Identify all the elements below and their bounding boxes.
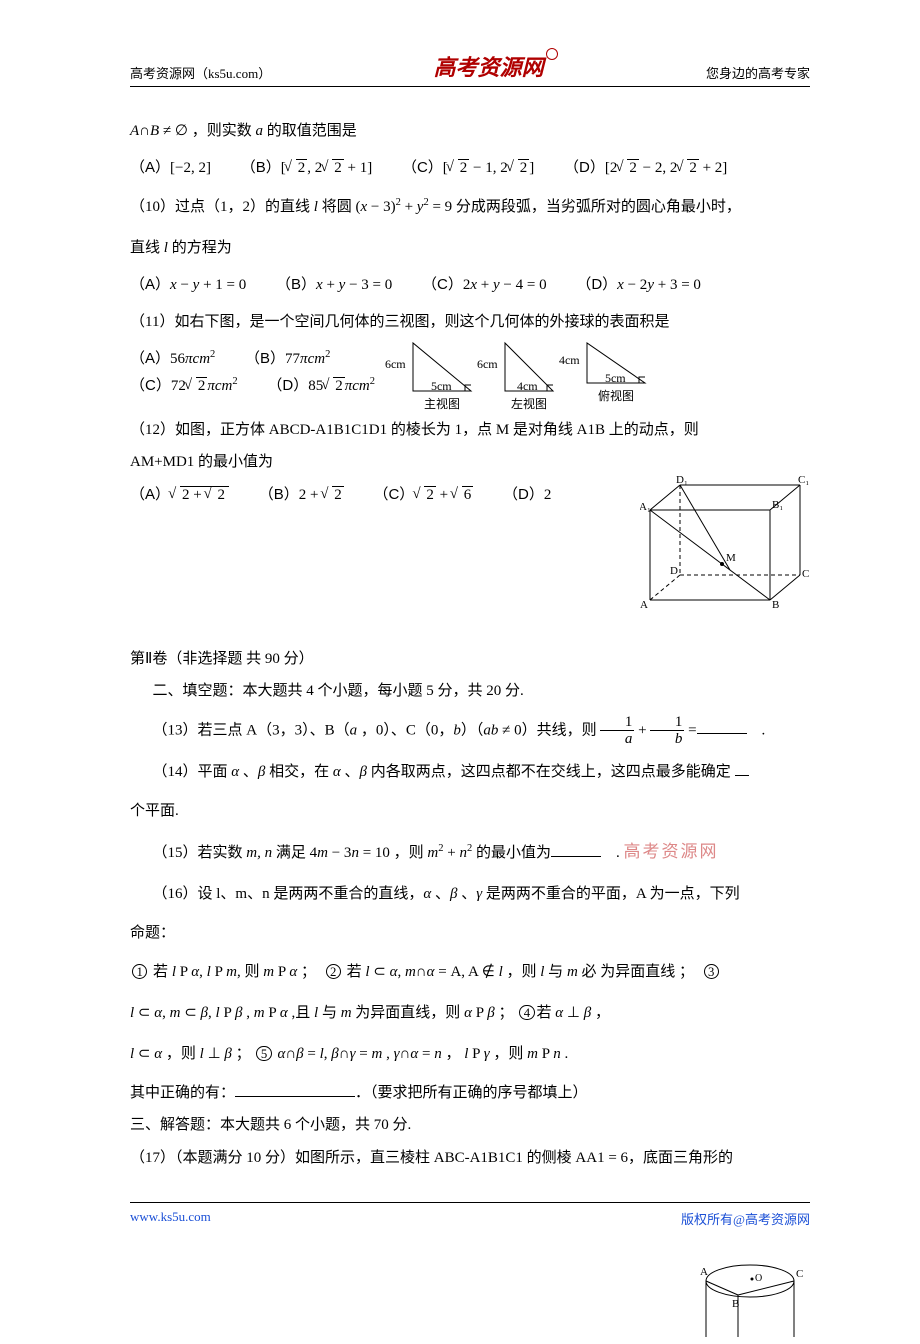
watermark: 高考资源网 [624,842,719,861]
q16-end: 其中正确的有：．（要求把所有正确的序号都填上） [130,1079,810,1108]
q10-C: （C）2x + y − 4 = 0 [422,273,547,294]
q12-stem-1: （12）如图，正方体 ABCD-A1B1C1D1 的棱长为 1，点 M 是对角线… [130,416,810,445]
q14: （14）平面 α 、β 相交，在 α 、β 内各取两点，这四点都不在交线上，这四… [130,756,810,789]
q15-blank[interactable] [551,842,601,857]
top-view-height: 4cm [559,353,580,368]
q17-stem: （17）（本题满分 10 分）如图所示，直三棱柱 ABC-A1B1C1 的侧棱 … [130,1144,810,1173]
q10-A: （A）x − y + 1 = 0 [130,273,246,294]
top-view-width: 5cm [605,371,626,386]
left-view-caption: 左视图 [503,395,555,412]
q13-blank[interactable] [697,719,747,734]
header-right: 您身边的高考专家 [706,63,810,82]
choice-B: （B）[2, 22 + 1] [241,156,372,177]
svg-text:B₁: B₁ [772,499,783,511]
left-view-height: 6cm [477,357,498,372]
svg-text:A₁: A₁ [640,501,651,513]
top-view: 4cm 5cm 俯视图 [585,341,647,412]
q11-C: （C）722πcm2 [130,374,238,395]
q16-props-2: l ⊂ α, m ⊂ β, l P β , m P α ,且 l 与 m 为异面… [130,997,810,1030]
svg-text:B: B [732,1298,739,1310]
q14-blank[interactable] [735,761,749,776]
q16-stem: （16）设 l、m、n 是两两不重合的直线，α 、β 、γ 是两两不重合的平面，… [130,878,810,911]
main-view-height: 6cm [385,357,406,372]
main-view-width: 5cm [431,379,452,394]
q11-stem: （11）如右下图，是一个空间几何体的三视图，则这个几何体的外接球的表面积是 [130,308,810,337]
footer-left: www.ks5u.com [130,1209,211,1228]
main-view-caption: 主视图 [411,395,473,412]
q10-choices: （A）x − y + 1 = 0 （B）x + y − 3 = 0 （C）2x … [130,273,810,294]
choice-D: （D）[22 − 2, 22 + 2] [564,156,727,177]
page: 高考资源网（ks5u.com） 高考资源网 您身边的高考专家 A∩B ≠ ∅ ，… [0,0,920,1268]
svg-text:C: C [796,1268,803,1280]
q-continued-choices: （A）[−2, 2] （B）[2, 22 + 1] （C）[2 − 1, 22]… [130,156,810,177]
svg-text:O: O [755,1273,762,1284]
q10-stem-1: （10）过点（1，2）的直线 l 将圆 (x − 3)2 + y2 = 9 分成… [130,191,810,224]
svg-text:C₁: C₁ [798,475,809,486]
top-view-caption: 俯视图 [585,387,647,404]
q-continued-stem: A∩B ≠ ∅ ，则实数 a 的取值范围是 [130,115,810,148]
q16-stem2: 命题： [130,919,810,948]
q13: （13）若三点 A（3，3）、B（a ，0）、C（0，b）（ab ≠ 0）共线，… [130,714,810,748]
q11-choices-row1: （A）56πcm2 （B）77πcm2 [130,347,401,368]
q11-D: （D）852πcm2 [267,374,375,395]
q16-blank[interactable] [235,1082,355,1097]
left-view-width: 4cm [517,379,538,394]
cube-figure: D₁ C₁ A₁ B₁ D C A B M [640,475,810,615]
header-left: 高考资源网（ks5u.com） [130,63,271,82]
svg-text:D: D [670,565,678,577]
section2-title: 第Ⅱ卷（非选择题 共 90 分） [130,645,810,674]
q11-A: （A）56πcm2 [130,347,215,368]
svg-text:A: A [700,1266,708,1278]
choice-C: （C）[2 − 1, 22] [402,156,534,177]
q10-B: （B）x + y − 3 = 0 [276,273,392,294]
left-view: 6cm 4cm 左视图 [503,341,555,412]
svg-text:C: C [802,568,809,580]
q11-B: （B）77πcm2 [245,347,330,368]
three-view-diagrams: 6cm 5cm 主视图 6cm 4cm 左视图 4cm 5cm [411,341,647,412]
q10-stem-2: 直线 l 的方程为 [130,232,810,265]
choice-A: （A）[−2, 2] [130,156,211,177]
q12-A: （A）2 + 2 [130,483,229,504]
q11-choices-row2: （C）722πcm2 （D）852πcm2 [130,374,401,395]
svg-text:D₁: D₁ [676,475,688,486]
page-header: 高考资源网（ks5u.com） 高考资源网 您身边的高考专家 [130,50,810,87]
q12-stem-2: AM+MD1 的最小值为 [130,448,810,477]
section3: 三、解答题：本大题共 6 个小题，共 70 分. [130,1111,810,1140]
page-footer: www.ks5u.com 版权所有@高考资源网 [130,1202,810,1228]
svg-text:B: B [772,599,779,611]
q12-D: （D）2 [503,483,551,504]
q15: （15）若实数 m, n 满足 4m − 3n = 10 ，则 m2 + n2 … [130,833,810,870]
svg-text:A: A [640,599,648,611]
q14-b: 个平面. [130,797,810,826]
q12-C: （C）2 + 6 [373,483,473,504]
footer-right: 版权所有@高考资源网 [681,1209,810,1228]
section2-sub: 二、填空题：本大题共 4 个小题，每小题 5 分，共 20 分. [130,677,810,706]
q10-D: （D）x − 2y + 3 = 0 [576,273,701,294]
q12-B: （B）2 + 2 [259,483,344,504]
main-view: 6cm 5cm 主视图 [411,341,473,412]
q16-props-3: l ⊂ α ，则 l ⊥ β ； 5 α∩β = l, β∩γ = m , γ∩… [130,1038,810,1071]
svg-text:M: M [726,552,736,564]
header-center-logo: 高考资源网 [434,50,544,82]
q16-props-1: 1 若 l P α, l P m, 则 m P α ； 2 若 l ⊂ α, m… [130,956,810,989]
